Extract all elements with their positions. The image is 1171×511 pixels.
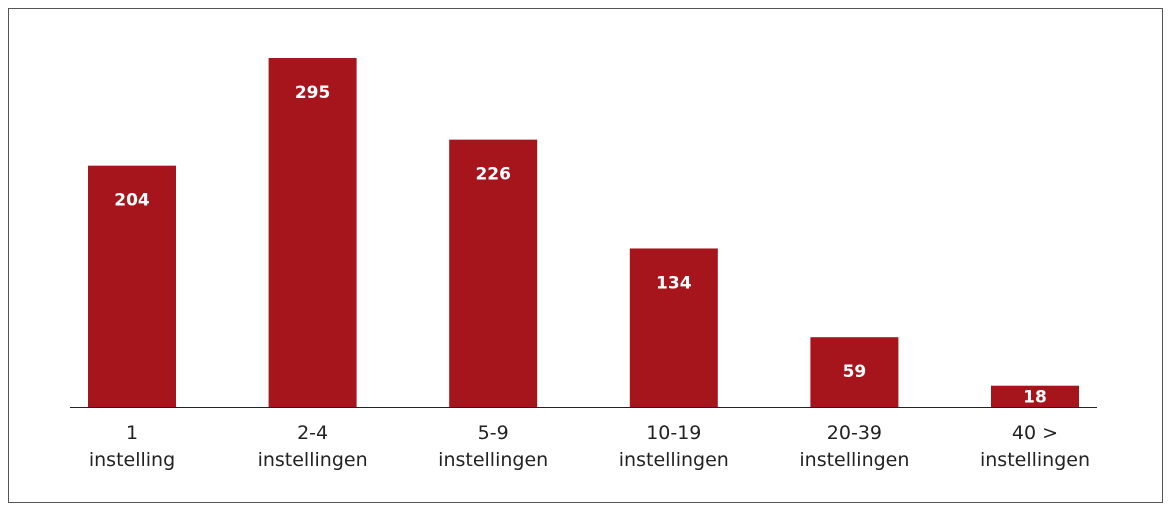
bar: [449, 139, 538, 407]
bar: [629, 248, 718, 407]
bar: [88, 165, 176, 407]
x-tick-label: 20-39 instellingen: [799, 422, 910, 471]
x-tick-label: 40 > instellingen: [979, 422, 1091, 471]
value-label: 226: [475, 165, 511, 185]
value-label: 204: [114, 191, 150, 211]
x-tick-label: 2-4 instellingen: [257, 422, 368, 471]
bar: [991, 385, 1079, 407]
value-label: 295: [295, 83, 331, 103]
x-tick-label: 1 instelling: [88, 422, 176, 471]
value-label: 18: [1023, 387, 1047, 407]
value-label: 59: [843, 362, 867, 382]
frame: [8, 8, 1163, 503]
bar: [810, 337, 899, 407]
x-tick-label: 5-9 instellingen: [438, 422, 549, 471]
value-label: 134: [656, 273, 692, 293]
bar: [268, 58, 357, 407]
x-tick-label: 10-19 instellingen: [618, 422, 729, 471]
